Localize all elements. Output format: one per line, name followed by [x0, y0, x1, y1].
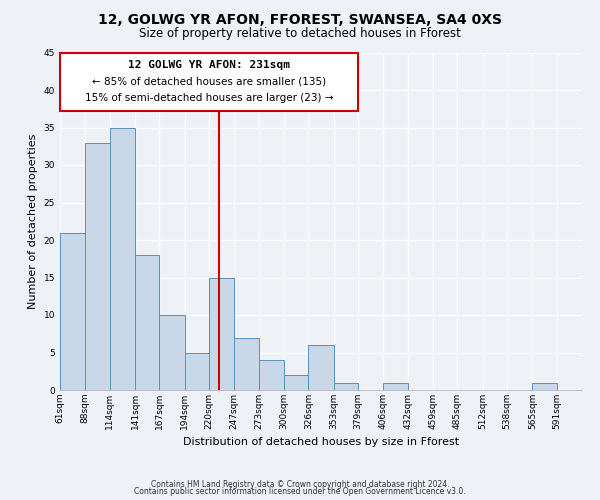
Bar [160, 315, 185, 390]
Bar [209, 278, 235, 390]
Text: 15% of semi-detached houses are larger (23) →: 15% of semi-detached houses are larger (… [85, 93, 333, 104]
Bar [259, 360, 284, 390]
Text: ← 85% of detached houses are smaller (135): ← 85% of detached houses are smaller (13… [92, 76, 326, 87]
Bar [532, 382, 557, 390]
Text: Contains public sector information licensed under the Open Government Licence v3: Contains public sector information licen… [134, 488, 466, 496]
Bar [135, 255, 160, 390]
Bar [185, 352, 209, 390]
Y-axis label: Number of detached properties: Number of detached properties [28, 134, 38, 309]
Text: 12 GOLWG YR AFON: 231sqm: 12 GOLWG YR AFON: 231sqm [128, 60, 290, 70]
Bar [235, 338, 259, 390]
Bar [334, 382, 358, 390]
Bar [284, 375, 308, 390]
FancyBboxPatch shape [60, 52, 358, 111]
Text: Size of property relative to detached houses in Fforest: Size of property relative to detached ho… [139, 28, 461, 40]
Bar [60, 232, 85, 390]
Bar [308, 345, 334, 390]
Bar [383, 382, 407, 390]
Bar [110, 128, 135, 390]
Bar [85, 142, 110, 390]
X-axis label: Distribution of detached houses by size in Fforest: Distribution of detached houses by size … [183, 438, 459, 448]
Text: 12, GOLWG YR AFON, FFOREST, SWANSEA, SA4 0XS: 12, GOLWG YR AFON, FFOREST, SWANSEA, SA4… [98, 12, 502, 26]
Text: Contains HM Land Registry data © Crown copyright and database right 2024.: Contains HM Land Registry data © Crown c… [151, 480, 449, 489]
